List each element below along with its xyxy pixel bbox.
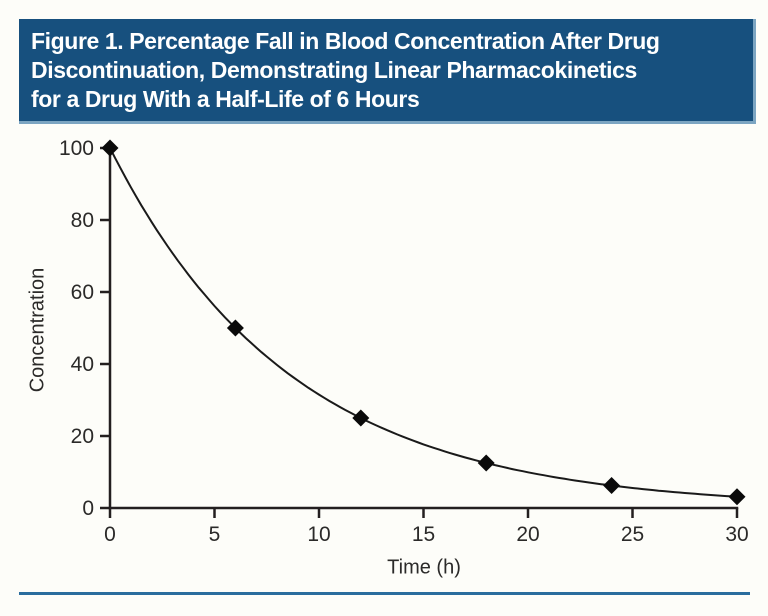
- data-point-marker: [728, 488, 746, 506]
- x-tick-label: 20: [516, 523, 539, 546]
- data-point-marker: [101, 139, 119, 157]
- y-tick-label: 60: [71, 281, 94, 304]
- concentration-curve: [109, 147, 738, 498]
- bottom-rule: [19, 592, 750, 595]
- figure-title-line-2: Discontinuation, Demonstrating Linear Ph…: [31, 57, 637, 83]
- x-axis-label: Time (h): [387, 556, 461, 579]
- figure-title-line-3: for a Drug With a Half-Life of 6 Hours: [31, 86, 420, 112]
- x-tick-label: 5: [209, 523, 221, 546]
- y-tick-label: 40: [71, 353, 94, 376]
- data-point-marker: [226, 319, 244, 337]
- figure-title-bar: Figure 1. Percentage Fall in Blood Conce…: [19, 19, 756, 124]
- x-tick-label: 15: [412, 523, 435, 546]
- y-tick-label: 80: [71, 209, 94, 232]
- data-point-marker: [352, 409, 370, 427]
- x-tick-label: 10: [307, 523, 330, 546]
- data-point-marker: [603, 477, 621, 494]
- x-tick-label: 0: [104, 523, 116, 546]
- x-tick-label: 25: [621, 523, 644, 546]
- y-tick-label: 100: [59, 137, 94, 160]
- data-point-marker: [477, 454, 495, 472]
- y-tick-label: 0: [82, 497, 94, 520]
- y-tick-label: 20: [71, 425, 94, 448]
- x-tick-label: 30: [725, 523, 748, 546]
- figure-title-line-1: Figure 1. Percentage Fall in Blood Conce…: [31, 28, 660, 54]
- y-axis-label: Concentration: [26, 267, 49, 393]
